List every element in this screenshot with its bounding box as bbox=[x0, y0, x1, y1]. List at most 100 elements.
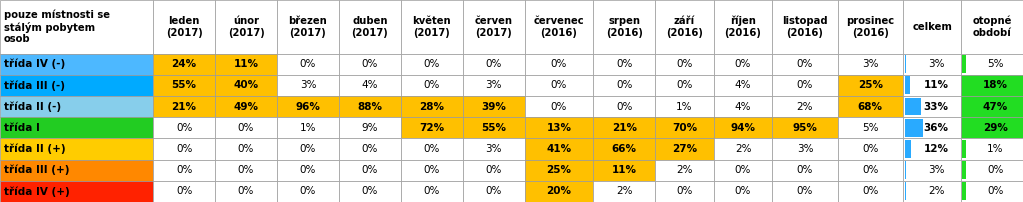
Text: leden
(2017): leden (2017) bbox=[166, 16, 203, 38]
Bar bbox=[772, 117, 838, 138]
Text: 0%: 0% bbox=[862, 144, 879, 154]
Bar bbox=[525, 181, 593, 202]
Bar bbox=[277, 96, 339, 117]
Text: 0%: 0% bbox=[987, 186, 1004, 196]
Bar bbox=[772, 160, 838, 181]
Bar bbox=[277, 138, 339, 160]
Bar bbox=[903, 0, 962, 54]
Text: 20%: 20% bbox=[546, 186, 572, 196]
Text: 70%: 70% bbox=[672, 123, 697, 133]
Bar bbox=[277, 117, 339, 138]
Bar bbox=[838, 117, 903, 138]
Text: 4%: 4% bbox=[361, 80, 379, 90]
Bar bbox=[593, 54, 655, 75]
Text: 3%: 3% bbox=[797, 144, 813, 154]
Text: 0%: 0% bbox=[616, 102, 632, 112]
Bar bbox=[277, 0, 339, 54]
Text: 2%: 2% bbox=[928, 186, 944, 196]
Text: 0%: 0% bbox=[987, 165, 1004, 175]
Text: 0%: 0% bbox=[486, 186, 502, 196]
Text: 0%: 0% bbox=[735, 186, 751, 196]
Bar bbox=[962, 181, 1023, 202]
Text: 28%: 28% bbox=[419, 102, 444, 112]
Bar bbox=[525, 0, 593, 54]
Bar bbox=[903, 54, 962, 75]
Text: 94%: 94% bbox=[730, 123, 756, 133]
Text: 0%: 0% bbox=[424, 186, 440, 196]
Text: 0%: 0% bbox=[176, 123, 192, 133]
Bar bbox=[0, 181, 153, 202]
Text: 4%: 4% bbox=[735, 80, 751, 90]
Text: 0%: 0% bbox=[676, 186, 693, 196]
Text: 25%: 25% bbox=[546, 165, 572, 175]
Bar bbox=[714, 138, 772, 160]
Bar bbox=[714, 75, 772, 96]
Bar bbox=[462, 181, 525, 202]
Bar bbox=[772, 138, 838, 160]
Bar bbox=[339, 54, 401, 75]
Bar bbox=[0, 0, 153, 54]
Text: 55%: 55% bbox=[172, 80, 196, 90]
Text: 29%: 29% bbox=[983, 123, 1008, 133]
Bar bbox=[962, 117, 1023, 138]
Text: 5%: 5% bbox=[862, 123, 879, 133]
Text: 66%: 66% bbox=[612, 144, 636, 154]
Bar bbox=[339, 117, 401, 138]
Text: 72%: 72% bbox=[419, 123, 444, 133]
Bar bbox=[401, 160, 462, 181]
Text: prosinec
(2016): prosinec (2016) bbox=[846, 16, 894, 38]
Text: 2%: 2% bbox=[735, 144, 751, 154]
Text: 3%: 3% bbox=[485, 144, 502, 154]
Text: 68%: 68% bbox=[857, 102, 883, 112]
Text: 3%: 3% bbox=[928, 59, 944, 69]
Text: 0%: 0% bbox=[735, 165, 751, 175]
Text: 0%: 0% bbox=[797, 80, 813, 90]
Bar bbox=[525, 54, 593, 75]
Bar bbox=[153, 181, 215, 202]
Text: třída III (+): třída III (+) bbox=[4, 165, 70, 175]
Bar bbox=[525, 160, 593, 181]
Bar bbox=[714, 160, 772, 181]
Bar bbox=[277, 75, 339, 96]
Bar bbox=[215, 96, 277, 117]
Text: srpen
(2016): srpen (2016) bbox=[606, 16, 642, 38]
Bar bbox=[215, 54, 277, 75]
Text: 0%: 0% bbox=[424, 59, 440, 69]
Text: 3%: 3% bbox=[485, 80, 502, 90]
Bar bbox=[838, 96, 903, 117]
Text: pouze místnosti se
stálým pobytem
osob: pouze místnosti se stálým pobytem osob bbox=[4, 9, 110, 44]
Bar bbox=[339, 0, 401, 54]
Bar bbox=[525, 117, 593, 138]
Text: 36%: 36% bbox=[924, 123, 948, 133]
Text: listopad
(2016): listopad (2016) bbox=[783, 16, 828, 38]
Bar bbox=[401, 181, 462, 202]
Text: 5%: 5% bbox=[987, 59, 1004, 69]
Text: 0%: 0% bbox=[862, 165, 879, 175]
Bar bbox=[963, 182, 967, 200]
Bar bbox=[903, 181, 962, 202]
Bar bbox=[963, 55, 967, 73]
Text: 9%: 9% bbox=[361, 123, 379, 133]
Bar bbox=[153, 138, 215, 160]
Text: březen
(2017): březen (2017) bbox=[288, 16, 327, 38]
Text: 11%: 11% bbox=[233, 59, 259, 69]
Text: 0%: 0% bbox=[300, 186, 316, 196]
Bar bbox=[277, 160, 339, 181]
Bar bbox=[462, 75, 525, 96]
Bar bbox=[462, 96, 525, 117]
Text: 0%: 0% bbox=[237, 186, 254, 196]
Text: třída I: třída I bbox=[4, 123, 40, 133]
Bar bbox=[0, 54, 153, 75]
Bar bbox=[153, 96, 215, 117]
Bar bbox=[462, 160, 525, 181]
Text: červen
(2017): červen (2017) bbox=[475, 16, 513, 38]
Text: 0%: 0% bbox=[550, 102, 567, 112]
Bar bbox=[963, 161, 967, 179]
Bar bbox=[655, 54, 714, 75]
Text: 21%: 21% bbox=[612, 123, 636, 133]
Bar bbox=[525, 138, 593, 160]
Bar bbox=[962, 138, 1023, 160]
Bar bbox=[963, 119, 967, 137]
Text: 47%: 47% bbox=[983, 102, 1008, 112]
Bar bbox=[714, 54, 772, 75]
